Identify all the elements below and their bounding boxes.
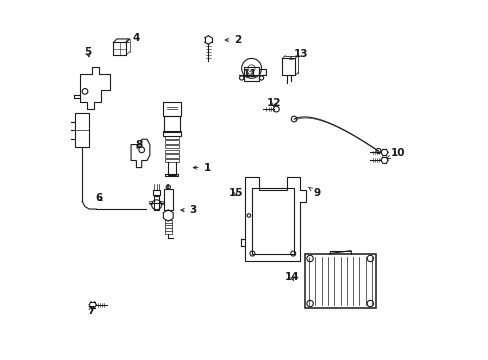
Bar: [164, 154, 179, 158]
Bar: [164, 159, 179, 162]
Bar: [75, 113, 89, 147]
Bar: [165, 174, 178, 176]
Bar: [258, 69, 266, 76]
Bar: [163, 102, 181, 116]
Text: 7: 7: [86, 306, 94, 316]
Bar: [164, 149, 179, 153]
Text: 13: 13: [289, 49, 307, 59]
Text: 8: 8: [135, 140, 142, 149]
Bar: [244, 67, 258, 81]
Text: 2: 2: [224, 35, 241, 45]
Text: 14: 14: [285, 273, 299, 283]
Text: 4: 4: [125, 33, 139, 43]
Text: 11: 11: [242, 69, 257, 79]
Bar: [164, 145, 179, 148]
Text: 9: 9: [308, 187, 320, 198]
Bar: [164, 136, 179, 139]
Text: 15: 15: [228, 188, 243, 198]
Text: 10: 10: [386, 148, 404, 158]
Bar: [282, 58, 295, 76]
Text: 5: 5: [84, 48, 91, 57]
Bar: [304, 253, 375, 309]
Text: 1: 1: [193, 163, 210, 172]
Bar: [163, 131, 181, 136]
Bar: [163, 116, 179, 132]
Bar: [153, 195, 159, 210]
Text: 6: 6: [95, 193, 102, 203]
Text: 3: 3: [181, 205, 196, 215]
Bar: [113, 42, 126, 55]
Bar: [164, 140, 179, 144]
Bar: [163, 189, 172, 210]
Bar: [153, 190, 160, 195]
Text: 12: 12: [266, 98, 281, 108]
